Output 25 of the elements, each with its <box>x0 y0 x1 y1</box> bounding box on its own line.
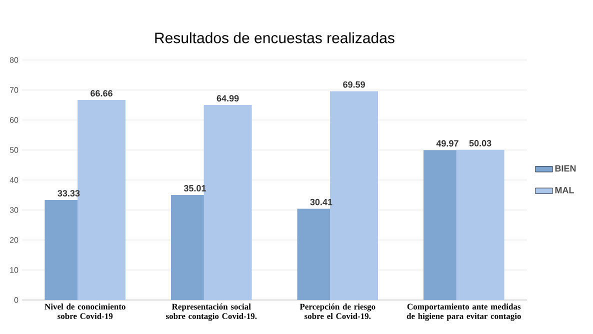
y-tick-label: 80 <box>10 57 18 63</box>
data-label: 66.66 <box>90 90 112 96</box>
legend-label: MAL <box>555 187 574 194</box>
y-tick-label: 10 <box>10 267 18 273</box>
y-tick-label: 50 <box>10 147 18 153</box>
data-label: 50.03 <box>469 140 492 146</box>
legend-label: BIEN <box>555 165 576 172</box>
data-label: 49.97 <box>436 140 458 147</box>
y-tick-label: 70 <box>10 87 18 93</box>
data-label: 33.33 <box>58 190 80 196</box>
y-tick-label: 40 <box>10 177 18 183</box>
y-tick-label: 30 <box>10 207 18 213</box>
x-tick-label: Comportamiento ante medidas de higiene para evitar contagio <box>406 304 521 321</box>
y-tick-label: 20 <box>10 237 18 243</box>
data-label: 30.41 <box>310 198 332 206</box>
x-tick-label: Nivel de conocimiento sobre Covid-19 <box>44 304 126 320</box>
chart-title: Resultados de encuestas realizadas <box>155 32 394 44</box>
x-tick-label: Percepción de riesgo sobre el Covid-19. <box>300 304 376 320</box>
x-tick-label: Representación social sobre contagio Covid-19. <box>166 304 257 321</box>
y-tick-label: 0 <box>14 297 18 303</box>
data-label: 35.01 <box>184 185 206 192</box>
y-tick-label: 60 <box>10 117 18 123</box>
bar <box>456 150 504 300</box>
data-label: 69.59 <box>343 81 365 88</box>
data-label: 64.99 <box>216 95 239 102</box>
